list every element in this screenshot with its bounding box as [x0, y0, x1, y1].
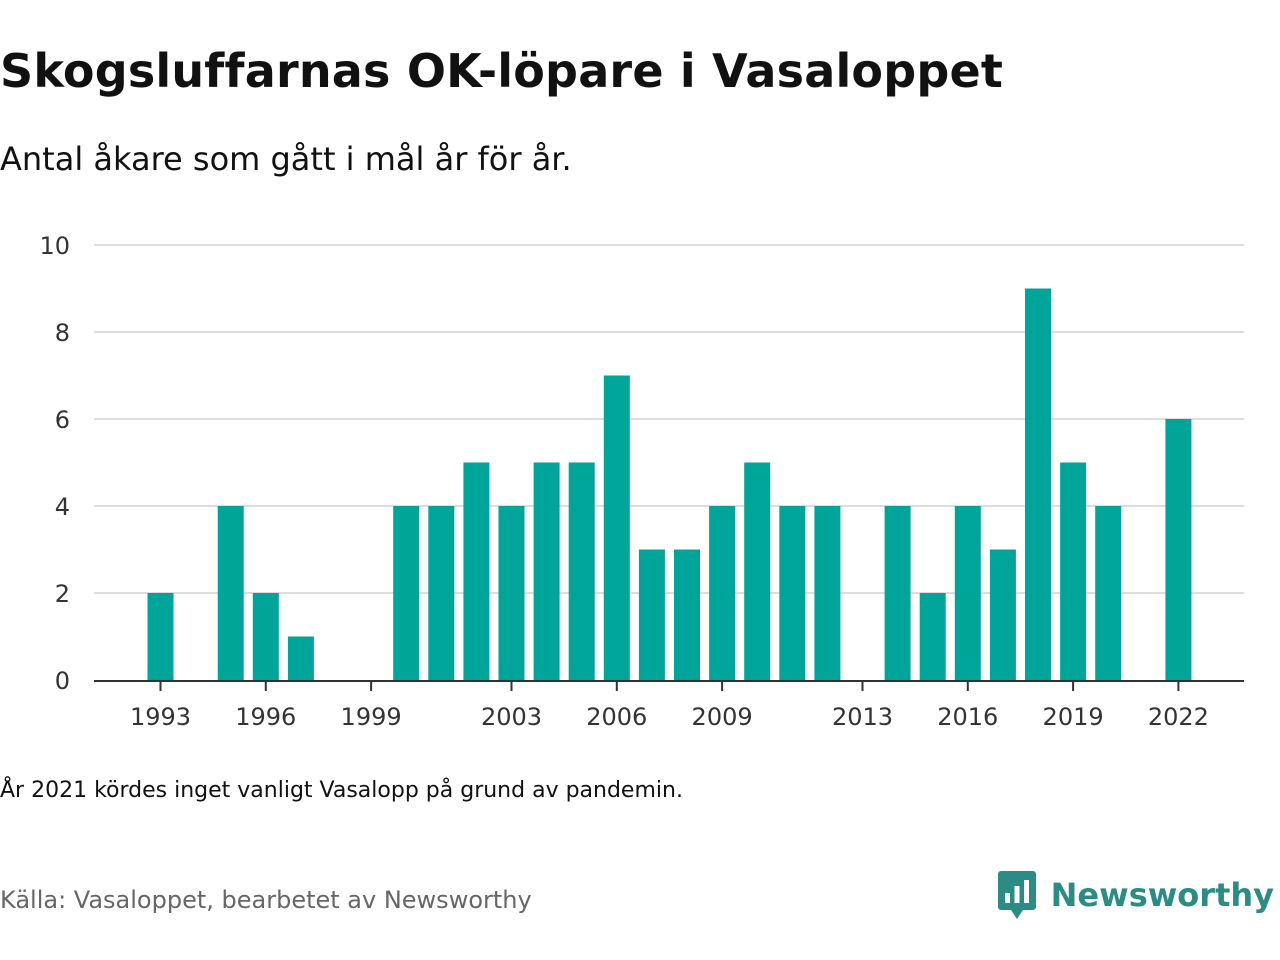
x-tick-label: 2006 — [586, 703, 647, 731]
newsworthy-logo-icon — [997, 871, 1036, 919]
y-tick-label: 2 — [55, 580, 70, 608]
x-tick-label: 2016 — [937, 703, 998, 731]
x-axis-ticks: 1993 1996 1999 2003 2006 2009 2013 2016 2019 2022 — [130, 681, 1209, 731]
bar-1995 — [217, 506, 244, 680]
x-tick-label: 2009 — [692, 703, 753, 731]
x-tick-label: 2003 — [481, 703, 542, 731]
bar-2011 — [779, 506, 806, 680]
bar-2016 — [954, 506, 981, 680]
gridlines — [94, 244, 1244, 594]
x-tick-label: 1996 — [235, 703, 296, 731]
bar-2000 — [393, 506, 420, 680]
bar-2017 — [989, 549, 1016, 680]
bar-2018 — [1025, 288, 1051, 680]
bars — [147, 288, 1192, 680]
y-tick-label: 0 — [55, 667, 70, 695]
brand-logo: Newsworthy — [997, 868, 1274, 922]
bar-2005 — [568, 462, 595, 680]
bar-2019 — [1060, 462, 1087, 680]
bar-2007 — [638, 549, 665, 680]
y-tick-label: 8 — [55, 319, 70, 347]
bar-2014 — [884, 506, 911, 680]
bar-2015 — [919, 593, 946, 680]
y-tick-label: 6 — [55, 406, 70, 434]
brand-name: Newsworthy — [1050, 876, 1274, 914]
footnote: År 2021 kördes inget vanligt Vasalopp på… — [0, 778, 683, 803]
x-tick-label: 1999 — [341, 703, 402, 731]
bar-2020 — [1095, 506, 1122, 680]
bar-2012 — [814, 506, 841, 680]
y-axis-ticks: 0 2 4 6 8 10 — [39, 232, 70, 695]
bar-2004 — [533, 462, 560, 680]
bar-2010 — [744, 462, 771, 680]
bar-1997 — [287, 636, 314, 680]
bar-2002 — [463, 462, 490, 680]
y-tick-label: 4 — [55, 493, 70, 521]
bar-chart: 0 2 4 6 8 10 1993 1996 1999 2003 2006 2009 2013 2016… — [39, 232, 1244, 731]
y-tick-label: 10 — [39, 232, 70, 260]
bar-1993 — [147, 593, 174, 680]
x-tick-label: 2013 — [832, 703, 893, 731]
bar-1996 — [252, 593, 279, 680]
bar-2008 — [674, 549, 700, 680]
bar-2006 — [603, 375, 630, 680]
x-tick-label: 1993 — [130, 703, 191, 731]
x-tick-label: 2022 — [1148, 703, 1209, 731]
bar-2003 — [498, 506, 525, 680]
source-credit: Källa: Vasaloppet, bearbetet av Newswort… — [0, 886, 532, 914]
bar-2022 — [1165, 419, 1192, 680]
chart-title: Skogsluffarnas OK-löpare i Vasaloppet — [0, 44, 1004, 98]
chart-subtitle: Antal åkare som gått i mål år för år. — [0, 140, 572, 178]
bar-2001 — [428, 506, 455, 680]
x-tick-label: 2019 — [1043, 703, 1104, 731]
bar-2009 — [709, 506, 736, 680]
